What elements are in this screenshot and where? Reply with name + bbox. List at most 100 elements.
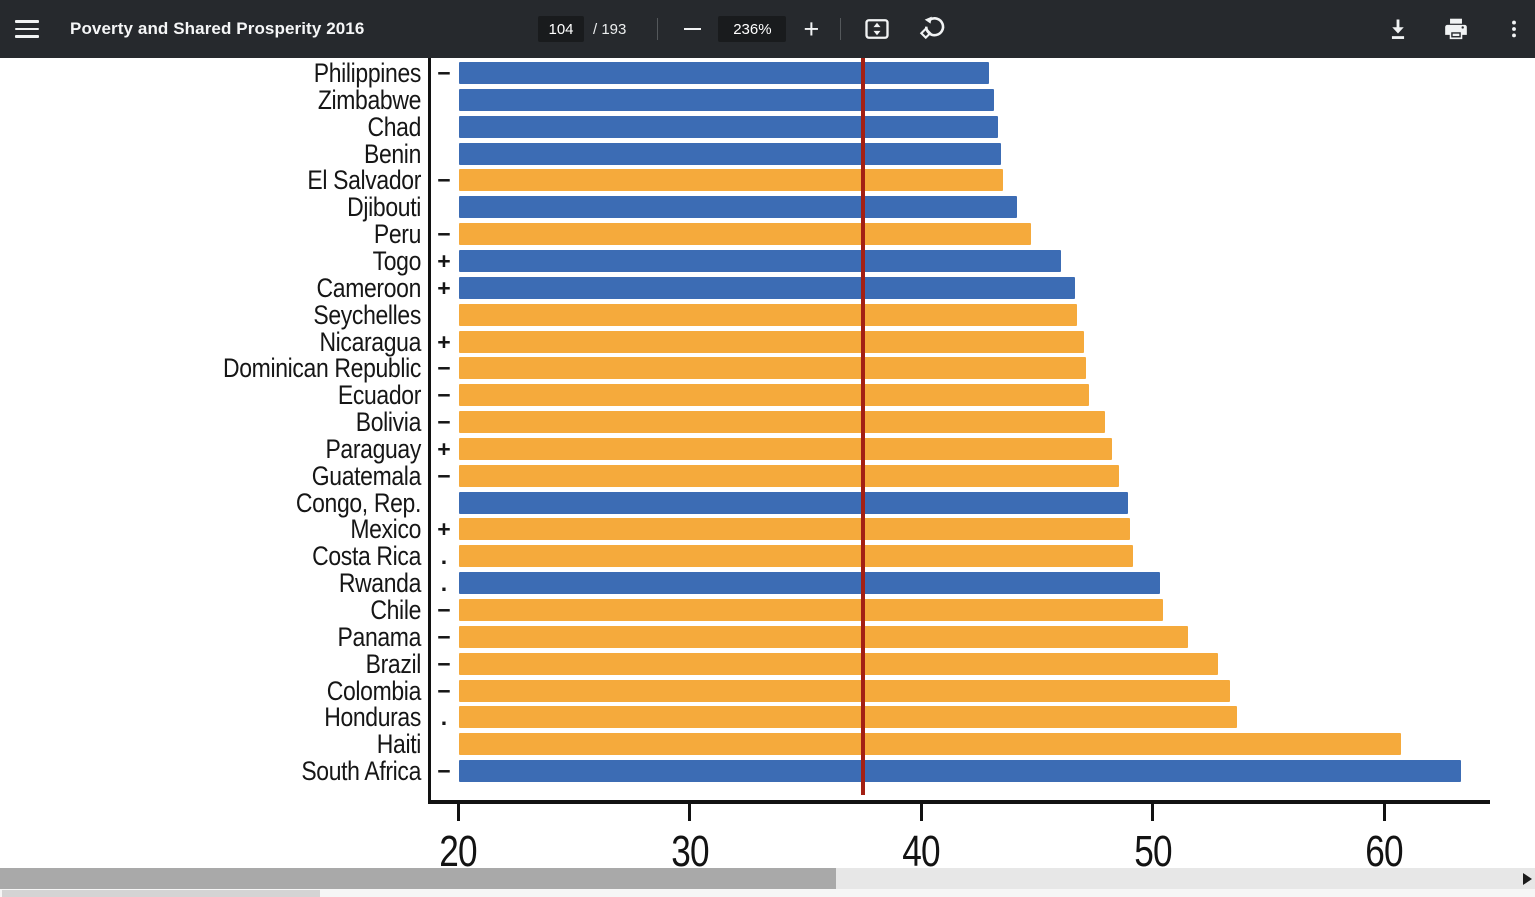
trend-sign: . (440, 570, 448, 597)
toolbar-divider (840, 18, 842, 40)
country-label: Philippines (313, 58, 422, 88)
country-label: Brazil (365, 648, 422, 679)
trend-sign: − (437, 221, 451, 248)
trend-sign: − (437, 597, 451, 623)
x-axis-tick-label: 40 (902, 827, 940, 876)
country-label: Djibouti (347, 192, 421, 223)
x-axis-tick-label: 50 (1133, 827, 1172, 876)
rotate-button[interactable] (917, 13, 949, 45)
fit-to-page-icon (865, 19, 890, 39)
country-label: Nicaragua (319, 326, 421, 357)
country-label: South Africa (301, 756, 421, 787)
horizontal-scrollbar (0, 868, 1535, 889)
country-label: Benin (363, 138, 421, 169)
x-axis-tick (1382, 804, 1386, 821)
y-axis-line (428, 58, 431, 802)
country-label: Ecuador (337, 380, 421, 411)
trend-sign: − (437, 355, 451, 382)
country-label: Dominican Republic (223, 353, 421, 384)
x-axis-tick (688, 804, 691, 821)
trend-sign: + (437, 435, 451, 462)
toolbar-divider (657, 18, 659, 40)
x-axis-tick-label: 30 (670, 827, 709, 876)
scroll-right-arrow-icon[interactable] (1523, 872, 1532, 885)
print-button[interactable] (1439, 12, 1473, 46)
chart-bar (459, 733, 1402, 756)
chart-bar (459, 464, 1119, 487)
trend-sign: + (437, 516, 451, 543)
chart-bar (459, 545, 1133, 568)
x-axis-tick (919, 804, 923, 821)
chart-bar (459, 599, 1163, 621)
chart-bar (459, 249, 1061, 272)
chart-bar (459, 303, 1078, 326)
print-icon (1445, 18, 1467, 40)
rotate-counterclockwise-icon (920, 16, 945, 40)
x-axis-tick-label: 60 (1365, 827, 1403, 876)
trend-sign: − (437, 167, 451, 194)
chart-bar (459, 760, 1462, 783)
zoom-level-input[interactable] (718, 16, 787, 42)
country-label: Chad (367, 111, 421, 142)
outer-horizontal-scrollbar (0, 889, 1535, 897)
horizontal-scrollbar-thumb[interactable] (0, 868, 836, 889)
download-icon (1391, 19, 1405, 39)
chart-bar (459, 196, 1017, 219)
download-button[interactable] (1381, 12, 1415, 46)
country-label: Haiti (376, 729, 422, 760)
toolbar-right-controls (1381, 0, 1531, 58)
zoom-out-button[interactable] (679, 14, 705, 44)
chart-bar (459, 572, 1161, 595)
country-label: Bolivia (355, 407, 422, 438)
chart-bar (459, 625, 1189, 648)
country-label: El Salvador (307, 165, 421, 196)
trend-sign: − (437, 650, 451, 677)
chart-bar (459, 169, 1004, 192)
toolbar-center-controls: / 193 + (538, 0, 949, 58)
chart-bar (459, 142, 1001, 165)
kebab-menu-icon (1512, 20, 1516, 38)
chart-bar (459, 62, 990, 84)
chart-bar (459, 518, 1131, 541)
x-axis-tick (1151, 804, 1154, 821)
country-label: Colombia (326, 675, 422, 706)
country-label: Congo, Rep. (295, 487, 421, 518)
chart-bar (459, 411, 1105, 434)
chart-bar (459, 276, 1075, 299)
country-label: Cameroon (316, 272, 422, 303)
country-label: Guatemala (311, 460, 422, 491)
trend-sign: + (437, 274, 451, 301)
country-label: Mexico (350, 514, 421, 545)
more-options-button[interactable] (1497, 12, 1531, 46)
chart-bar (459, 652, 1219, 675)
page-count-label: / 193 (593, 20, 627, 38)
outer-horizontal-scrollbar-thumb[interactable] (2, 890, 320, 897)
country-label: Chile (370, 595, 421, 625)
chart-bar (459, 88, 994, 111)
country-label: Togo (372, 245, 422, 276)
country-label: Panama (337, 621, 422, 652)
chart-bar (459, 357, 1087, 380)
trend-sign: + (437, 328, 451, 355)
trend-sign: . (440, 543, 448, 570)
chart-bar (459, 223, 1031, 246)
page-number-input[interactable] (538, 16, 584, 42)
country-label: Paraguay (325, 433, 421, 464)
trend-sign: − (437, 409, 451, 436)
country-label: Costa Rica (312, 541, 421, 572)
country-label: Seychelles (313, 299, 421, 330)
fit-to-page-button[interactable] (861, 13, 893, 45)
country-label: Zimbabwe (317, 84, 421, 115)
country-label: Rwanda (338, 568, 422, 599)
trend-sign: − (437, 677, 451, 704)
trend-sign: − (437, 758, 451, 785)
country-label: Honduras (324, 702, 421, 733)
reference-line (861, 58, 866, 795)
menu-icon[interactable] (12, 15, 42, 43)
chart-bar (459, 491, 1129, 514)
zoom-in-button[interactable]: + (797, 12, 825, 46)
trend-sign: − (437, 382, 451, 409)
chart-bar (459, 384, 1089, 407)
chart-bar (459, 330, 1085, 353)
